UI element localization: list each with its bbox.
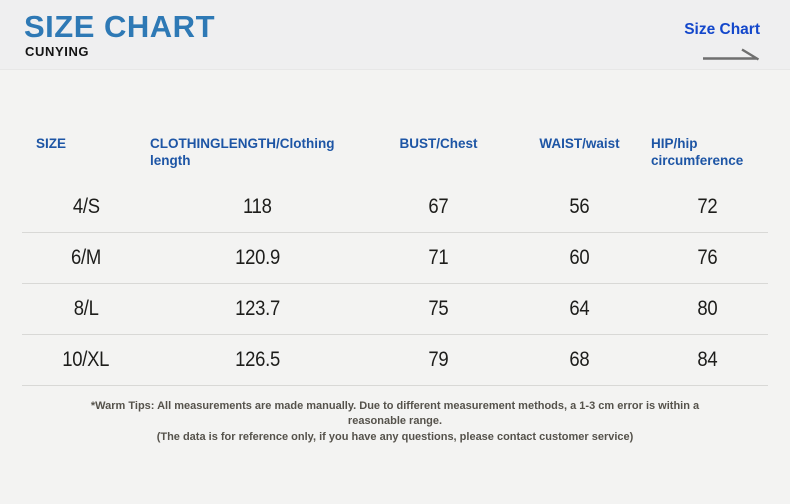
cell-clothing-length: 123.7 [235,297,280,320]
cell-hip: 80 [697,297,718,320]
page-header: SIZE CHART CUNYING Size Chart [0,0,790,70]
cell-waist: 56 [569,195,590,218]
brand-name: CUNYING [25,43,90,59]
cell-size: 4/S [72,195,100,218]
column-header-bust: BUST/Chest [399,136,478,151]
cell-hip: 76 [697,246,718,269]
cell-bust: 79 [428,348,449,371]
table-row: 6/M 120.9 71 60 76 [22,233,768,284]
warm-tips-text: *Warm Tips: All measurements are made ma… [90,400,700,428]
size-chart-link-label: Size Chart [684,21,760,38]
cell-clothing-length: 118 [243,195,272,218]
cell-bust: 75 [428,297,449,320]
cell-hip: 72 [697,195,718,218]
cell-waist: 68 [569,348,590,371]
column-header-waist: WAIST/waist [539,136,620,151]
cell-clothing-length: 126.5 [235,348,280,371]
cell-bust: 67 [428,195,449,218]
cell-size: 8/L [73,297,99,320]
cell-waist: 60 [569,246,590,269]
table-row: 4/S 118 67 56 72 [22,182,768,233]
cell-clothing-length: 120.9 [235,246,280,269]
warm-tips: *Warm Tips: All measurements are made ma… [90,399,700,445]
cell-hip: 84 [697,348,718,371]
cell-size: 10/XL [62,348,110,371]
cell-size: 6/M [70,246,102,269]
size-table: SIZE CLOTHINGLENGTH/Clothing length BUST… [0,136,790,386]
cell-waist: 64 [569,297,590,320]
page-title: SIZE CHART [24,9,215,44]
cell-bust: 71 [428,246,449,269]
table-row: 8/L 123.7 75 64 80 [22,284,768,335]
table-row: 10/XL 126.5 79 68 84 [22,335,768,386]
column-header-hip: HIP/hip circumference [651,136,744,168]
column-header-size: SIZE [36,136,67,151]
arrow-right-icon [702,46,760,67]
size-chart-link[interactable]: Size Chart [684,21,760,67]
reference-note: (The data is for reference only, if you … [156,430,634,443]
table-header-row: SIZE CLOTHINGLENGTH/Clothing length BUST… [22,136,768,182]
column-header-clothing-length: CLOTHINGLENGTH/Clothing length [150,136,335,168]
